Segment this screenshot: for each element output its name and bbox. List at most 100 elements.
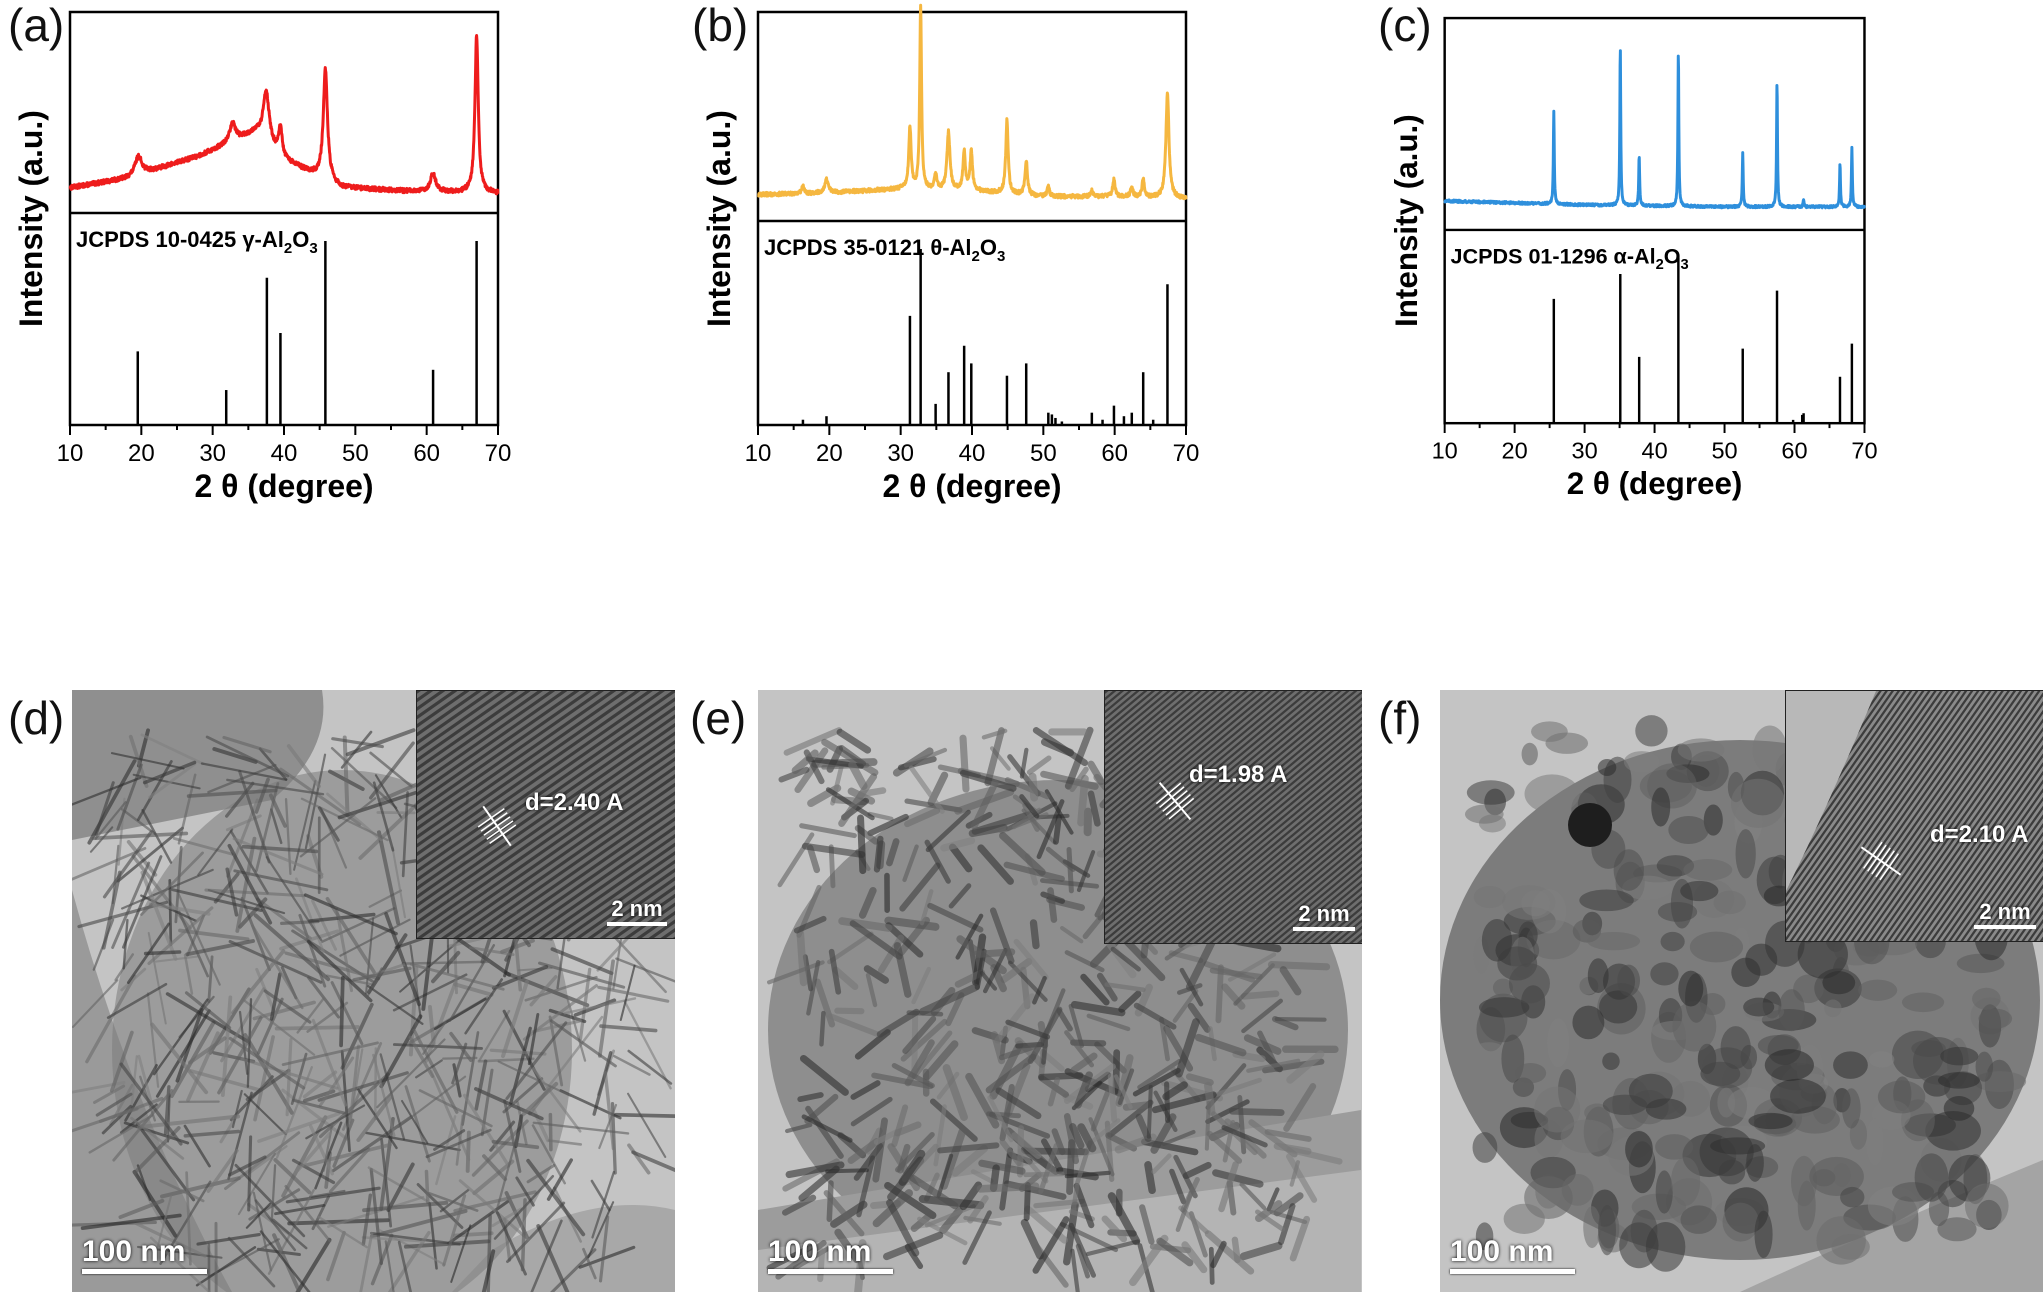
nanorod bbox=[550, 1248, 597, 1292]
nanorod bbox=[183, 1129, 241, 1138]
nanoparticle bbox=[1651, 787, 1671, 827]
nanorod bbox=[304, 753, 327, 850]
nanorod bbox=[1023, 1182, 1031, 1222]
nanorod bbox=[1273, 1192, 1304, 1217]
nanorod bbox=[1019, 794, 1040, 819]
nanorod bbox=[392, 973, 468, 1012]
nanorod bbox=[1068, 1003, 1085, 1048]
nanorod bbox=[106, 982, 168, 1019]
lattice-fringe bbox=[417, 706, 675, 938]
nanorod bbox=[800, 1054, 849, 1096]
nanorod bbox=[1087, 790, 1101, 827]
scale-bar-text-e: 100 nm bbox=[768, 1235, 872, 1268]
xrd-panel-c: (c) 10 20 30 40 50 60 70 2 θ (degree) Intensity … bbox=[1376, 0, 2043, 660]
nanorod bbox=[101, 870, 122, 950]
nanorod bbox=[1011, 1132, 1042, 1159]
lattice-fringe bbox=[1786, 691, 2043, 941]
nanorod bbox=[130, 1116, 185, 1160]
nanorod bbox=[142, 760, 197, 785]
nanorod bbox=[857, 814, 867, 875]
nanorod bbox=[133, 1221, 207, 1258]
nanorod bbox=[955, 913, 984, 960]
nanorod bbox=[1255, 1209, 1286, 1232]
lattice-fringe bbox=[1105, 691, 1362, 943]
nanorod bbox=[919, 889, 934, 926]
lattice-fringe bbox=[1105, 691, 1362, 943]
nanorod bbox=[339, 975, 345, 1048]
nanorod bbox=[850, 1080, 881, 1100]
marker-fringe bbox=[1871, 847, 1891, 875]
nanorod bbox=[1239, 1182, 1267, 1210]
nanorod bbox=[449, 1031, 473, 1063]
nanorod bbox=[922, 1040, 959, 1081]
nanorod bbox=[999, 1138, 1022, 1167]
nanorod bbox=[1026, 755, 1052, 775]
lattice-fringe bbox=[1786, 691, 2043, 941]
xrd-panel-b: (b) 10 20 30 40 50 60 70 2 θ (degree) Intensity … bbox=[688, 0, 1368, 660]
nanoparticle bbox=[1680, 880, 1719, 902]
nanorod bbox=[548, 1112, 553, 1152]
inset-scale-bar-e: 2 nm bbox=[1293, 901, 1355, 931]
lattice-fringe bbox=[1786, 691, 2043, 941]
nanorod bbox=[121, 808, 157, 836]
nanorod bbox=[217, 1016, 263, 1095]
lattice-fringe bbox=[1105, 691, 1362, 943]
nanorod bbox=[408, 1035, 435, 1079]
lattice-fringe bbox=[1786, 691, 2043, 941]
lattice-fringe bbox=[1105, 691, 1362, 943]
nanorod bbox=[1080, 973, 1110, 1006]
inset-scale-line-e bbox=[1293, 927, 1355, 931]
nanorod bbox=[549, 1019, 617, 1068]
lattice-fringe bbox=[1786, 691, 2043, 941]
d-spacing-marker bbox=[1860, 841, 1902, 881]
lattice-fringe bbox=[1105, 691, 1362, 943]
nanorod bbox=[1090, 1088, 1111, 1132]
nanorod bbox=[1246, 1058, 1301, 1073]
nanorod bbox=[1069, 1123, 1085, 1149]
lattice-fringe bbox=[1786, 691, 2043, 941]
nanorod bbox=[942, 1064, 968, 1121]
nanorod bbox=[550, 947, 614, 976]
nanorod bbox=[967, 1195, 989, 1224]
xrd-plot-c: 10 20 30 40 50 60 70 2 θ (degree) Intensity (a.u… bbox=[1389, 16, 1878, 501]
nanoparticle bbox=[1524, 774, 1580, 814]
nanorod bbox=[321, 907, 396, 943]
lattice-fringe bbox=[417, 691, 675, 938]
nanoparticle bbox=[1730, 778, 1786, 828]
nanorod bbox=[968, 824, 1008, 838]
nanorod bbox=[186, 914, 206, 957]
lattice-fringe bbox=[1786, 691, 2043, 941]
nanorod bbox=[1289, 1215, 1311, 1262]
lattice-fringe bbox=[1105, 691, 1362, 943]
nanorod bbox=[232, 837, 324, 876]
lattice-fringe bbox=[1786, 691, 2043, 941]
x-tick-label-a: 60 bbox=[413, 440, 440, 467]
nanorod bbox=[885, 922, 924, 958]
nanorod bbox=[286, 744, 321, 789]
lattice-fringe bbox=[417, 691, 675, 930]
nanorod bbox=[72, 846, 147, 881]
nanorod bbox=[274, 1025, 360, 1031]
nanorod bbox=[767, 960, 825, 985]
x-tick-label-b: 60 bbox=[1101, 440, 1128, 467]
scale-bar-f: 100 nm bbox=[1450, 1235, 1575, 1274]
plot-frame-a bbox=[68, 10, 500, 427]
nanorod bbox=[318, 1056, 355, 1107]
dense-particle bbox=[1568, 803, 1612, 847]
nanorod bbox=[1182, 1161, 1212, 1180]
nanorod bbox=[361, 1193, 373, 1246]
nanorod bbox=[118, 1198, 165, 1220]
nanorod bbox=[159, 1179, 205, 1203]
nanorod bbox=[1070, 1039, 1107, 1047]
nanorod bbox=[791, 749, 819, 775]
nanorod bbox=[95, 1092, 133, 1117]
nanorod bbox=[817, 1248, 826, 1283]
nanorod bbox=[863, 965, 889, 984]
reference-label-b: JCPDS 35-0121 θ-Al2O3 bbox=[764, 235, 1005, 265]
lattice-fringe bbox=[1105, 691, 1362, 941]
nanorod bbox=[167, 1093, 171, 1143]
nanorod bbox=[1053, 814, 1062, 845]
nanorod bbox=[982, 948, 1008, 994]
d-spacing-marker bbox=[1155, 781, 1195, 821]
lattice-fringe bbox=[1786, 691, 2043, 941]
